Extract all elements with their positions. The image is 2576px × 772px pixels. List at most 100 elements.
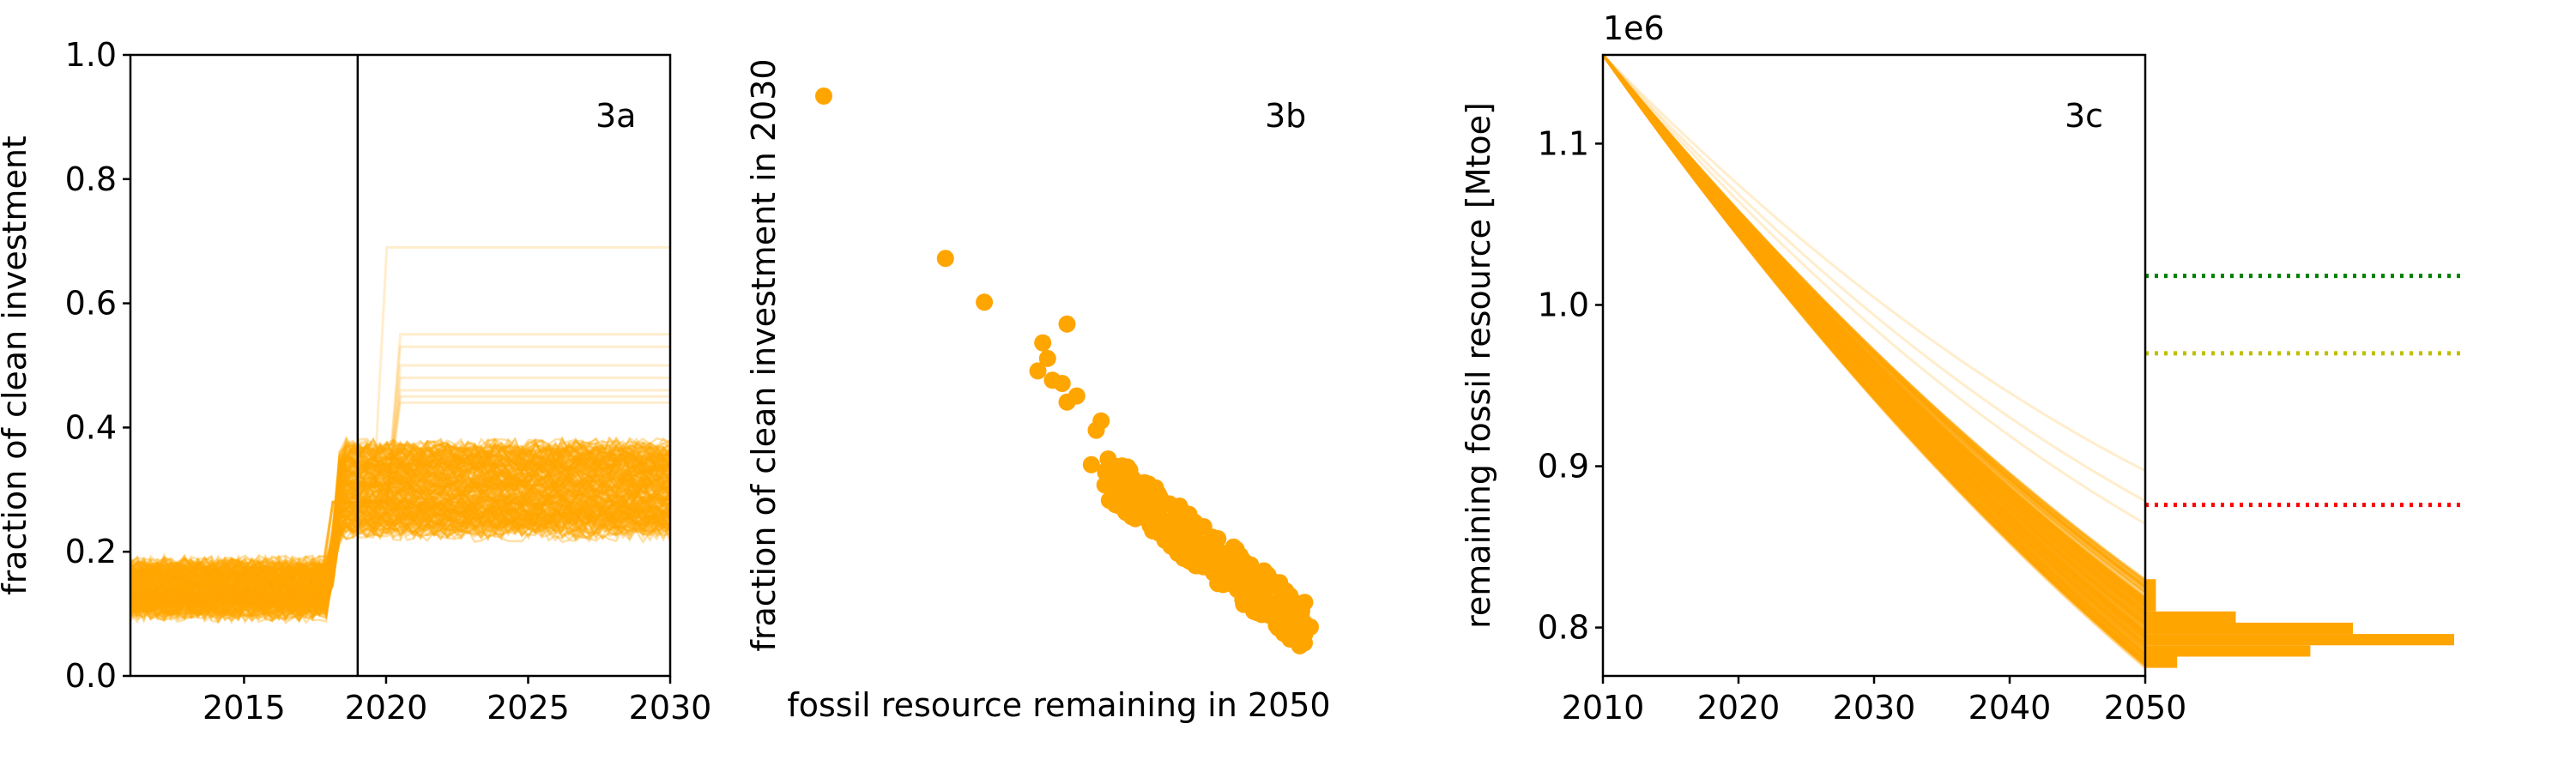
panel-3c-run-line [1601, 54, 2146, 660]
panel-3c-run-line [1601, 54, 2146, 628]
panel-3c-run-line [1601, 54, 2146, 635]
panel-3a-run-line [130, 497, 671, 585]
panel-3b-point [1291, 604, 1309, 621]
panel-3b-point [936, 250, 954, 268]
panel-3c-run-line [1601, 54, 2146, 656]
panel-3a-run-line [130, 492, 671, 616]
panel-3a-run-line [129, 454, 671, 621]
panel-3c-run-line [1601, 54, 2146, 641]
panel-3a-run-line [130, 456, 671, 588]
panel-3c-run-line [1601, 54, 2146, 665]
panel-3a-outlier-line [129, 377, 670, 606]
panel-3a-run-line [129, 498, 672, 612]
panel-3a-run-line [130, 455, 671, 585]
panel-3a-run-line [130, 509, 671, 598]
panel-3a-run-line [130, 476, 672, 580]
panel-3a-run-line [130, 475, 672, 612]
panel-3c-run-line [1601, 54, 2146, 582]
panel-3c-run-line [1601, 54, 2146, 615]
panel-3a-ticks: 2015 2020 2025 2030 0.0 0.2 0.4 0.6 0.8 1.0 [65, 36, 712, 727]
panel-3c-run-line [1601, 54, 2146, 666]
panel-3a-run-line [130, 441, 671, 599]
panel-3a-run-line [129, 469, 671, 624]
panel-3a-run-line [129, 455, 671, 624]
panel-3c-ticks: 2010 2020 2030 2040 2050 0.8 0.9 1.0 1.1 [1538, 124, 2187, 727]
panel-3a-run-line [130, 444, 672, 618]
panel-3c-run-line [1601, 54, 2146, 593]
panel-3c-run-line [1601, 54, 2146, 583]
panel-3a-run-line [130, 461, 671, 582]
panel-3b-point [1289, 618, 1306, 636]
panel-3a-run-line [129, 504, 672, 613]
panel-3c-run-line [1601, 54, 2146, 637]
panel-3a-run-line [130, 469, 671, 596]
panel-3c-run-line [1601, 54, 2146, 635]
panel-3a-run-line [130, 506, 671, 621]
panel-3a-run-line [130, 505, 672, 588]
panel-3b-point [1267, 596, 1285, 614]
panel-3c-run-line [1601, 54, 2146, 666]
panel-3c-run-line [1601, 54, 2146, 632]
panel-3a-run-line [129, 473, 671, 594]
panel-3a-run-line [130, 444, 671, 602]
panel-3a-run-line [130, 479, 671, 591]
panel-3c-run-line [1601, 54, 2146, 663]
panel-3b-point [1235, 577, 1253, 595]
panel-3c-run-line [1601, 54, 2146, 588]
panel-3a-run-line [130, 502, 671, 602]
panel-3c-run-line [1601, 54, 2146, 607]
panel-3a-run-line [129, 519, 671, 578]
panel-3a-run-line [130, 477, 671, 618]
panel-3b-point [1164, 514, 1182, 532]
panel-3a-run-line [129, 441, 671, 614]
panel-3c-run-line [1601, 54, 2146, 589]
panel-3a-run-line [130, 447, 671, 600]
panel-3b-point [1105, 457, 1123, 475]
panel-3a-run-line [129, 513, 672, 606]
panel-3b-point [1058, 315, 1076, 333]
panel-3c-histogram-bar [2145, 634, 2454, 646]
panel-3a-series [129, 245, 672, 624]
panel-3a-run-line [130, 443, 671, 591]
panel-3a-run-line [130, 479, 671, 583]
panel-3a-run-line [129, 487, 671, 594]
panel-3c-run-line [1601, 54, 2146, 665]
panel-3c-run-line [1601, 54, 2146, 666]
panel-3a-x-tick-label: 2020 [345, 689, 428, 727]
panel-3c-run-line [1601, 54, 2146, 618]
panel-3c-run-line [1601, 54, 2146, 601]
panel-3a-run-line [130, 485, 671, 579]
panel-3a-run-line [130, 436, 672, 618]
panel-3a-run-line [130, 498, 671, 618]
panel-3a-run-line [130, 473, 672, 618]
panel-3c-run-line [1601, 54, 2146, 600]
panel-3c-run-line [1601, 54, 2146, 634]
panel-3c-run-line [1601, 54, 2146, 624]
panel-3c-reference-lines [2145, 274, 2463, 508]
panel-3c-run-line [1601, 54, 2146, 614]
panel-3b-point [1216, 561, 1234, 579]
panel-3a-y-tick-label: 1.0 [65, 36, 117, 74]
panel-3b-point [1251, 571, 1269, 588]
panel-3a-run-line [130, 510, 671, 576]
panel-3a-run-line [130, 504, 671, 575]
panel-3a-run-line [130, 510, 671, 576]
panel-3a-run-line [129, 479, 672, 581]
panel-3a-run-line [130, 492, 671, 586]
panel-3c-run-line [1601, 54, 2146, 633]
panel-3a-run-line [130, 441, 671, 587]
panel-3a-run-line [130, 469, 671, 594]
panel-3c-run-line [1601, 54, 2146, 642]
panel-3c-run-line [1601, 54, 2146, 606]
panel-3a-run-line [129, 485, 671, 606]
panel-3a-outlier-line [130, 245, 670, 606]
panel-3b-point [1135, 473, 1153, 492]
panel-3c-run-line [1601, 54, 2146, 588]
panel-3b-point [1106, 496, 1124, 514]
panel-3c-run-line [1601, 54, 2146, 656]
panel-3a-run-line [130, 454, 671, 576]
panel-3a-run-line [130, 517, 671, 582]
panel-3c-run-line [1601, 54, 2146, 609]
panel-3a-run-line [130, 504, 671, 582]
panel-3a-run-line [130, 440, 671, 580]
